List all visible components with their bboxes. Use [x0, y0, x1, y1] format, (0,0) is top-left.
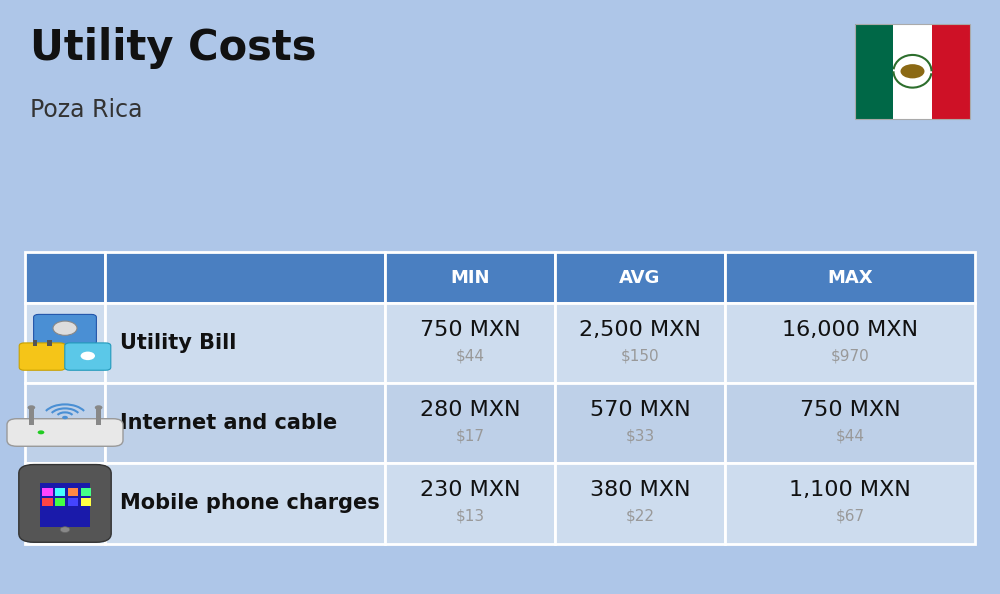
Bar — [725, 383, 975, 463]
Bar — [725, 303, 975, 383]
Text: Utility Costs: Utility Costs — [30, 27, 316, 69]
Bar — [29, 407, 34, 425]
Bar — [555, 252, 725, 303]
Text: 280 MXN: 280 MXN — [420, 400, 520, 420]
Bar — [25, 383, 105, 463]
Text: MIN: MIN — [450, 268, 490, 287]
Bar — [42, 498, 53, 506]
Bar — [105, 252, 385, 303]
Text: $33: $33 — [625, 429, 655, 444]
Text: $44: $44 — [836, 429, 864, 444]
Bar — [893, 24, 932, 119]
Bar — [555, 303, 725, 383]
Bar — [105, 383, 385, 463]
Text: Poza Rica: Poza Rica — [30, 98, 143, 122]
Text: 1,100 MXN: 1,100 MXN — [789, 481, 911, 500]
Bar — [725, 252, 975, 303]
Circle shape — [81, 352, 95, 360]
Circle shape — [60, 527, 70, 532]
Bar — [105, 463, 385, 544]
Bar — [385, 463, 555, 544]
Bar — [25, 252, 105, 303]
Bar — [68, 488, 78, 497]
Circle shape — [28, 405, 35, 410]
Bar — [725, 463, 975, 544]
Circle shape — [38, 431, 44, 434]
Text: 16,000 MXN: 16,000 MXN — [782, 320, 918, 340]
Bar — [96, 407, 101, 425]
Text: Internet and cable: Internet and cable — [120, 413, 337, 433]
Text: $44: $44 — [456, 349, 485, 364]
FancyBboxPatch shape — [65, 343, 111, 370]
Text: $13: $13 — [455, 509, 485, 524]
FancyBboxPatch shape — [19, 343, 65, 370]
Text: $970: $970 — [831, 349, 869, 364]
Bar — [855, 24, 970, 119]
Circle shape — [95, 405, 102, 410]
Text: Mobile phone charges: Mobile phone charges — [120, 494, 380, 513]
Text: 750 MXN: 750 MXN — [800, 400, 900, 420]
Bar — [42, 488, 53, 497]
Bar — [25, 303, 105, 383]
Text: $150: $150 — [621, 349, 659, 364]
Text: 380 MXN: 380 MXN — [590, 481, 690, 500]
Bar — [81, 498, 91, 506]
Circle shape — [53, 321, 77, 336]
Text: $22: $22 — [626, 509, 654, 524]
Bar — [932, 24, 970, 119]
Bar — [40, 482, 90, 527]
Bar — [385, 303, 555, 383]
Text: $67: $67 — [835, 509, 865, 524]
Text: $17: $17 — [456, 429, 485, 444]
Bar — [33, 340, 37, 346]
Text: 570 MXN: 570 MXN — [590, 400, 690, 420]
Bar — [105, 303, 385, 383]
Circle shape — [900, 64, 924, 78]
Bar — [385, 383, 555, 463]
Bar — [68, 498, 78, 506]
Text: AVG: AVG — [619, 268, 661, 287]
Text: MAX: MAX — [827, 268, 873, 287]
FancyBboxPatch shape — [19, 465, 111, 542]
Text: 230 MXN: 230 MXN — [420, 481, 520, 500]
FancyBboxPatch shape — [7, 419, 123, 446]
Bar — [385, 252, 555, 303]
Bar — [855, 24, 893, 119]
Text: Utility Bill: Utility Bill — [120, 333, 236, 353]
Bar — [47, 340, 52, 346]
Bar — [555, 383, 725, 463]
FancyBboxPatch shape — [34, 314, 96, 345]
Bar — [555, 463, 725, 544]
Text: 2,500 MXN: 2,500 MXN — [579, 320, 701, 340]
Circle shape — [62, 416, 68, 419]
Text: 750 MXN: 750 MXN — [420, 320, 520, 340]
Bar — [55, 498, 65, 506]
Bar — [25, 463, 105, 544]
Bar — [81, 488, 91, 497]
Bar — [55, 488, 65, 497]
